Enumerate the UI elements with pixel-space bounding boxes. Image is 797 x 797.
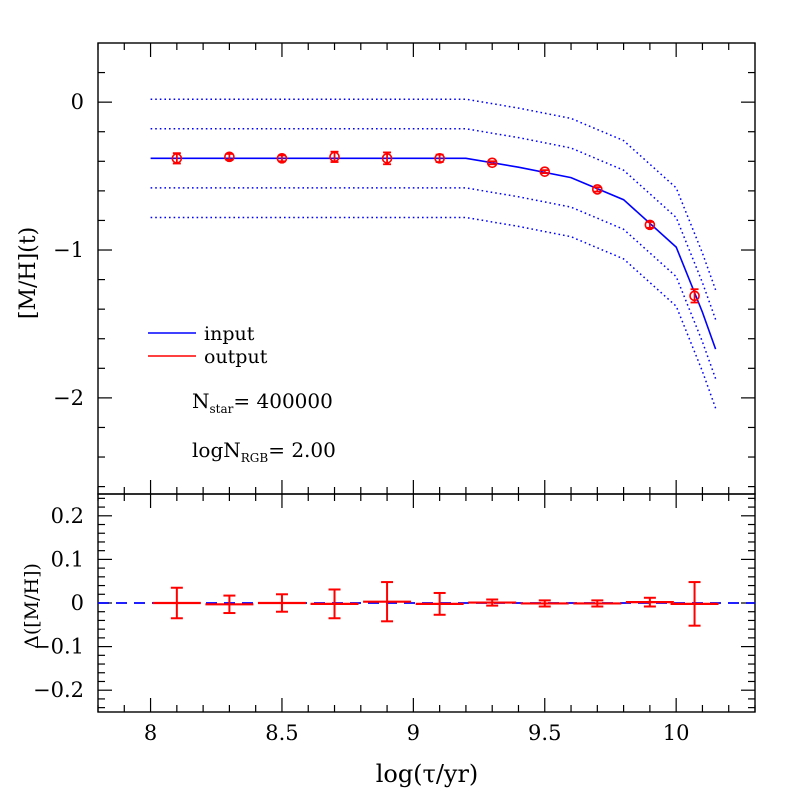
- annotation-nrgb-main: logN: [192, 438, 241, 462]
- bottom-panel-y-tick-label: 0: [71, 591, 84, 615]
- bottom-panel-x-tick-label: 9.5: [528, 721, 561, 745]
- top-panel-y-tick-label: −1: [53, 238, 84, 262]
- input-line: [150, 157, 717, 350]
- bottom-panel-x-tick-label: 8.5: [265, 721, 298, 745]
- output-point: [329, 151, 340, 163]
- top-panel-y-tick-label: −2: [53, 386, 84, 410]
- input-dotted-line-1: [150, 98, 717, 291]
- legend-output-label: output: [204, 346, 268, 368]
- bottom-panel-x-tick-label: 8: [144, 721, 157, 745]
- annotation-nstar-main: N: [192, 389, 210, 413]
- annotation-nstar: Nstar= 400000: [192, 389, 333, 416]
- bottom-panel-x-tick-label: 9: [407, 721, 420, 745]
- annotation-nrgb-sub: RGB: [241, 451, 269, 465]
- output-point: [381, 153, 393, 164]
- bottom-panel-y-tick-label: 0.2: [51, 504, 84, 528]
- bottom-y-axis-label: Δ([M/H]): [21, 563, 43, 649]
- output-point: [644, 219, 656, 231]
- annotation-nstar-value: = 400000: [233, 389, 332, 413]
- output-point: [276, 153, 288, 164]
- input-dotted-line-4: [150, 216, 717, 409]
- annotation-nstar-sub: star: [210, 402, 234, 416]
- top-y-axis-label: [M/H](t): [16, 227, 41, 319]
- bottom-panel-x-tick-label: 10: [663, 721, 690, 745]
- annotation-nrgb-value: = 2.00: [268, 438, 336, 462]
- x-axis-label: log(τ/yr): [376, 760, 479, 788]
- output-point: [486, 157, 498, 169]
- input-dotted-line-2: [150, 128, 717, 320]
- bottom-panel: 8 8.5 9 9.5 10 0.2 0.1 0 −0.1 −0.2: [33, 493, 756, 745]
- output-point: [434, 153, 445, 164]
- top-panel: 0 −1 −2: [53, 42, 756, 495]
- output-point: [224, 151, 235, 163]
- annotation-nrgb: logNRGB= 2.00: [192, 438, 336, 465]
- bottom-panel-y-tick-label: −0.1: [33, 635, 84, 659]
- output-point: [689, 290, 700, 302]
- bottom-panel-y-tick-label: 0.1: [51, 547, 84, 571]
- legend-input-label: input: [204, 323, 255, 345]
- top-panel-y-tick-label: 0: [71, 90, 84, 114]
- output-point: [539, 166, 551, 177]
- top-panel-frame: [97, 42, 756, 495]
- bottom-panel-y-tick-label: −0.2: [33, 678, 84, 702]
- legend: input output: [148, 323, 268, 368]
- output-point: [171, 153, 183, 164]
- input-dotted-line-3: [150, 187, 717, 379]
- output-point: [592, 184, 603, 195]
